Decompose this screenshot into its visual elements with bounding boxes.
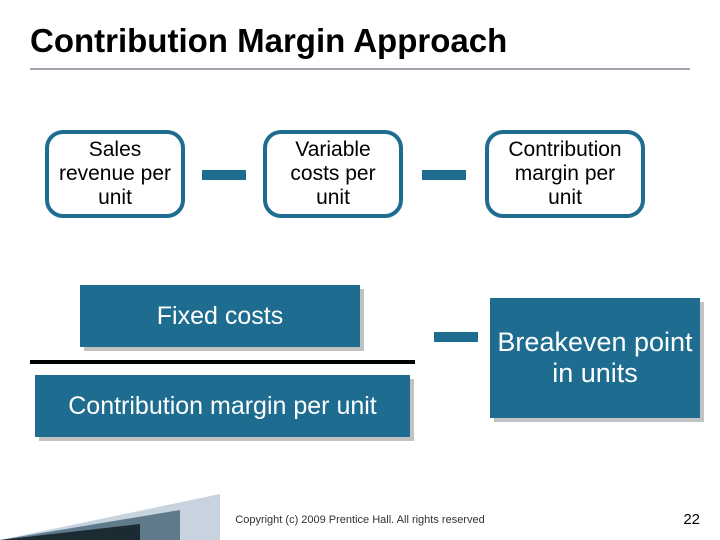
pill-variable-costs: Variable costs per unit bbox=[263, 130, 403, 218]
pill-label: Sales revenue per unit bbox=[57, 138, 173, 210]
box-label: Fixed costs bbox=[157, 302, 283, 331]
page-number: 22 bbox=[683, 511, 700, 528]
pill-label: Contribution margin per unit bbox=[497, 138, 633, 210]
equals-connector bbox=[434, 332, 478, 342]
box-cm-per-unit: Contribution margin per unit bbox=[35, 375, 410, 437]
box-label: Breakeven point in units bbox=[490, 327, 700, 389]
pill-sales-revenue: Sales revenue per unit bbox=[45, 130, 185, 218]
minus-connector-2 bbox=[422, 170, 466, 180]
box-label: Contribution margin per unit bbox=[68, 392, 377, 421]
title-underline bbox=[30, 68, 690, 70]
pill-contribution-margin: Contribution margin per unit bbox=[485, 130, 645, 218]
page-title: Contribution Margin Approach bbox=[30, 22, 507, 60]
copyright-footer: Copyright (c) 2009 Prentice Hall. All ri… bbox=[0, 514, 720, 526]
fraction-line bbox=[30, 360, 415, 364]
pill-label: Variable costs per unit bbox=[275, 138, 391, 210]
minus-connector-1 bbox=[202, 170, 246, 180]
box-breakeven: Breakeven point in units bbox=[490, 298, 700, 418]
box-fixed-costs: Fixed costs bbox=[80, 285, 360, 347]
